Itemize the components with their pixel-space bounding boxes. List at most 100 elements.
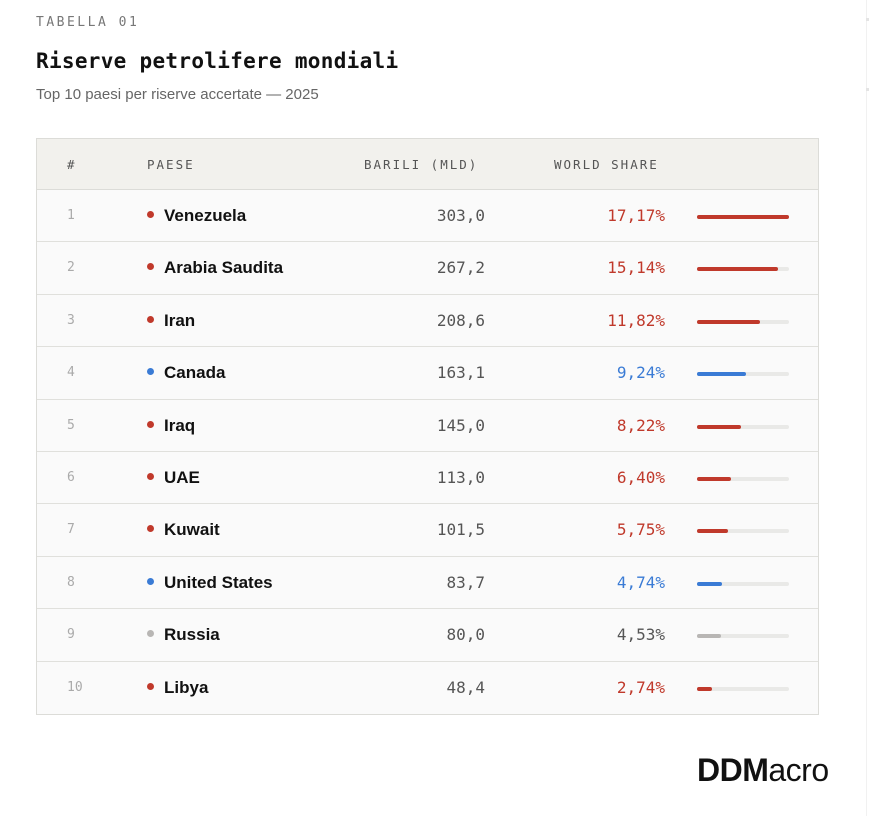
country-cell: Russia bbox=[147, 609, 220, 661]
page-subtitle: Top 10 paesi per riserve accertate — 202… bbox=[36, 86, 319, 103]
country-dot-icon bbox=[147, 368, 154, 376]
share-bar-track bbox=[697, 686, 789, 691]
share-bar-track bbox=[697, 476, 789, 481]
country-cell: Kuwait bbox=[147, 504, 220, 556]
col-header-share: WORLD SHARE bbox=[554, 157, 659, 172]
country-cell: UAE bbox=[147, 452, 200, 504]
country-dot-icon bbox=[147, 420, 154, 428]
share-cell: 9,24% bbox=[616, 363, 665, 383]
barrels-cell: 48,4 bbox=[446, 677, 485, 697]
share-cell: 17,17% bbox=[607, 206, 665, 225]
barrels-cell: 267,2 bbox=[436, 258, 485, 278]
share-cell: 11,82% bbox=[607, 310, 665, 330]
rank-cell: 6 bbox=[67, 469, 75, 485]
country-name: United States bbox=[164, 572, 273, 592]
table-row: 10 Libya 48,4 2,74% bbox=[37, 662, 818, 714]
country-dot-icon bbox=[147, 525, 154, 533]
country-name: Arabia Saudita bbox=[164, 258, 284, 278]
brand-logo-light: acro bbox=[768, 752, 829, 788]
country-dot-icon bbox=[147, 263, 154, 271]
share-bar-fill bbox=[697, 529, 728, 534]
share-bar-fill bbox=[697, 319, 761, 324]
table-row: 5 Iraq 145,0 8,22% bbox=[37, 400, 818, 452]
share-bar-track bbox=[697, 529, 789, 534]
barrels-cell: 113,0 bbox=[436, 467, 485, 487]
table-row: 1 Venezuela 303,0 17,17% bbox=[37, 190, 818, 243]
country-name: Kuwait bbox=[164, 520, 220, 540]
table-eyebrow: TABELLA 01 bbox=[36, 15, 140, 30]
country-dot-icon bbox=[147, 577, 154, 585]
country-cell: Canada bbox=[147, 347, 225, 399]
rank-cell: 2 bbox=[67, 260, 75, 276]
share-cell: 6,40% bbox=[616, 467, 665, 487]
country-dot-icon bbox=[147, 630, 154, 638]
barrels-cell: 145,0 bbox=[436, 415, 485, 435]
country-dot-icon bbox=[147, 682, 154, 690]
col-header-rank: # bbox=[67, 157, 77, 172]
rank-cell: 1 bbox=[67, 208, 75, 223]
table-row: 8 United States 83,7 4,74% bbox=[37, 557, 818, 610]
brand-logo-bold: DDM bbox=[697, 752, 769, 788]
table-row: 6 UAE 113,0 6,40% bbox=[37, 452, 818, 505]
country-cell: Libya bbox=[147, 662, 208, 714]
share-bar-fill bbox=[697, 424, 742, 429]
page-title: Riserve petrolifere mondiali bbox=[36, 49, 399, 73]
country-cell: United States bbox=[147, 557, 273, 609]
country-dot-icon bbox=[147, 315, 154, 323]
share-bar-track bbox=[697, 267, 789, 272]
barrels-cell: 208,6 bbox=[436, 310, 485, 330]
country-cell: Arabia Saudita bbox=[147, 242, 283, 294]
barrels-cell: 163,1 bbox=[436, 363, 485, 383]
share-bar-fill bbox=[697, 215, 789, 219]
share-bar-track bbox=[697, 215, 789, 219]
share-bar-fill bbox=[697, 476, 732, 481]
country-name: Iraq bbox=[164, 415, 196, 435]
share-cell: 4,53% bbox=[616, 625, 665, 645]
share-cell: 4,74% bbox=[616, 572, 665, 592]
country-name: UAE bbox=[164, 467, 200, 487]
table-row: 4 Canada 163,1 9,24% bbox=[37, 347, 818, 400]
country-cell: Venezuela bbox=[147, 190, 246, 242]
col-header-country: PAESE bbox=[147, 157, 195, 172]
country-dot-icon bbox=[147, 472, 154, 480]
share-cell: 5,75% bbox=[616, 520, 665, 540]
table-header: # PAESE BARILI (MLD) WORLD SHARE bbox=[37, 139, 818, 190]
share-bar-fill bbox=[697, 634, 722, 639]
table-body: 1 Venezuela 303,0 17,17% 2 Arabia Saudita 267,… bbox=[37, 190, 818, 714]
country-cell: Iraq bbox=[147, 400, 195, 452]
rank-cell: 5 bbox=[67, 417, 75, 433]
barrels-cell: 101,5 bbox=[436, 520, 485, 540]
share-bar-track bbox=[697, 634, 789, 639]
share-cell: 2,74% bbox=[616, 677, 665, 697]
table-row: 7 Kuwait 101,5 5,75% bbox=[37, 504, 818, 557]
share-bar-track bbox=[697, 319, 789, 324]
barrels-cell: 83,7 bbox=[446, 572, 485, 592]
barrels-cell: 303,0 bbox=[436, 206, 485, 225]
country-cell: Iran bbox=[147, 295, 195, 347]
rank-cell: 4 bbox=[67, 365, 75, 381]
barrels-cell: 80,0 bbox=[446, 625, 485, 645]
share-cell: 15,14% bbox=[607, 258, 665, 278]
rank-cell: 9 bbox=[67, 627, 75, 643]
edge-tick bbox=[866, 88, 869, 91]
share-cell: 8,22% bbox=[616, 415, 665, 435]
country-name: Iran bbox=[164, 310, 196, 330]
reserves-table: # PAESE BARILI (MLD) WORLD SHARE 1 Venezu… bbox=[36, 138, 819, 715]
share-bar-fill bbox=[697, 267, 779, 272]
share-bar-track bbox=[697, 581, 789, 586]
country-name: Venezuela bbox=[164, 206, 247, 225]
table-row: 3 Iran 208,6 11,82% bbox=[37, 295, 818, 348]
country-name: Russia bbox=[164, 625, 220, 645]
edge-tick bbox=[866, 18, 869, 21]
rank-cell: 8 bbox=[67, 574, 75, 590]
col-header-barrels: BARILI (MLD) bbox=[364, 157, 479, 172]
table-row: 9 Russia 80,0 4,53% bbox=[37, 609, 818, 662]
brand-logo: DDMacro bbox=[697, 752, 829, 789]
share-bar-fill bbox=[697, 372, 747, 377]
table-row: 2 Arabia Saudita 267,2 15,14% bbox=[37, 242, 818, 295]
country-name: Canada bbox=[164, 363, 226, 383]
country-dot-icon bbox=[147, 211, 154, 219]
country-name: Libya bbox=[164, 677, 209, 697]
share-bar-track bbox=[697, 372, 789, 377]
share-bar-track bbox=[697, 424, 789, 429]
